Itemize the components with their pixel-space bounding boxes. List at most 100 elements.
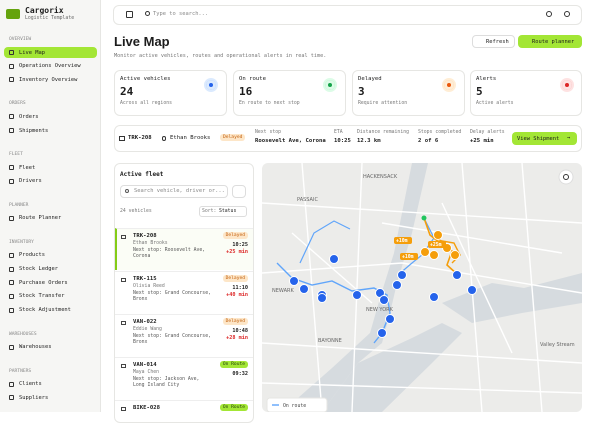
nav-label: Purchase Orders: [19, 279, 68, 286]
vehicle-marker[interactable]: [450, 250, 460, 260]
nav-label: Route Planner: [19, 215, 62, 222]
search-icon: [125, 189, 129, 193]
vehicle-marker[interactable]: [433, 230, 443, 240]
stop-marker: [421, 215, 427, 221]
legend: [266, 397, 328, 412]
nav-label: Fleet: [19, 164, 36, 171]
vehicle-marker[interactable]: [317, 293, 327, 303]
stat-note: Active alerts: [476, 101, 514, 106]
vehicle-marker[interactable]: [392, 280, 402, 290]
stat-card: [114, 70, 227, 116]
nav-label: Products: [19, 252, 45, 259]
toggle-icon[interactable]: [126, 11, 133, 18]
nav-icon: [9, 63, 14, 69]
truck-icon: [121, 321, 126, 325]
icon[interactable]: [564, 11, 570, 17]
nav-item[interactable]: [4, 47, 97, 58]
nav-label: Clients: [19, 381, 42, 388]
search-box: [120, 185, 228, 198]
nav-item[interactable]: [4, 250, 97, 261]
logo-icon: [6, 9, 20, 19]
button[interactable]: [518, 35, 582, 48]
nav-label: Stock Ledger: [19, 266, 58, 272]
stat-label: Alerts: [476, 76, 497, 82]
stat-icon: [442, 78, 456, 92]
fleet-row[interactable]: [115, 314, 253, 356]
eta: 09:32: [232, 371, 248, 377]
map[interactable]: HACKENSACK PASSAIC NEWARK NEW YORK BAYONNE Va…: [262, 163, 582, 412]
button[interactable]: [512, 132, 577, 145]
vehicle-marker[interactable]: [452, 270, 462, 280]
place-label: HACKENSACK: [363, 174, 398, 180]
nav-icon: [9, 293, 14, 299]
search-icon: [145, 11, 150, 16]
nav-item[interactable]: [4, 176, 97, 187]
vehicle-marker[interactable]: [429, 292, 439, 302]
vehicle-id: TRK-208: [128, 135, 152, 141]
control[interactable]: [558, 169, 574, 185]
route: [276, 262, 391, 344]
vehicle-marker[interactable]: [352, 290, 362, 300]
field-value: 2 of 6: [418, 138, 439, 144]
fleet-row[interactable]: [115, 271, 253, 313]
vehicle-marker[interactable]: [289, 276, 299, 286]
nav-label: Orders: [19, 113, 39, 120]
vehicle-marker[interactable]: [377, 328, 387, 338]
search-input[interactable]: Type to search...: [153, 11, 209, 17]
nav-icon: [9, 114, 14, 120]
stat-label: On route: [239, 76, 266, 82]
truck-icon: [121, 407, 126, 411]
nav-item[interactable]: [4, 125, 97, 136]
place-label: PASSAIC: [297, 197, 318, 203]
road: [262, 342, 582, 364]
status-badge: On Route: [219, 404, 248, 411]
field-label: Distance remaining: [357, 130, 409, 135]
search-input[interactable]: Search vehicle, driver or...: [134, 188, 225, 194]
nav-item[interactable]: [4, 392, 97, 403]
page-subtitle: Monitor active vehicles, routes and oper…: [114, 53, 327, 59]
vehicle-marker[interactable]: [299, 284, 309, 294]
vehicle-marker[interactable]: [467, 285, 477, 295]
delay-tag-bg: [428, 241, 446, 248]
place-label: Valley Stream: [540, 342, 575, 348]
vehicle-marker[interactable]: [397, 270, 407, 280]
fleet-row[interactable]: [115, 357, 253, 399]
button[interactable]: [472, 35, 515, 48]
vehicle-marker[interactable]: [329, 254, 339, 264]
status-badge: Delayed: [222, 275, 248, 282]
water: [282, 163, 428, 412]
filter-button[interactable]: [232, 185, 246, 198]
vehicle-marker[interactable]: [379, 295, 389, 305]
nav-icon: [9, 128, 14, 134]
stat-note: Across all regions: [120, 101, 172, 106]
fleet-row[interactable]: [115, 400, 253, 442]
place-label: BAYONNE: [318, 338, 342, 344]
vehicle-marker[interactable]: [429, 250, 439, 260]
driver: Ethan Brooks: [133, 241, 168, 246]
section-title: ORDERS: [9, 101, 26, 107]
road: [262, 262, 582, 294]
icon[interactable]: [546, 11, 552, 17]
driver: Olivia Reed: [133, 284, 165, 289]
nav-item[interactable]: [4, 379, 97, 390]
arrow-icon: →: [567, 135, 571, 141]
nav-item[interactable]: [4, 162, 97, 173]
nav-icon: [9, 50, 14, 55]
stat-note: En route to next stop: [239, 101, 300, 106]
delay-tag: +25m: [430, 242, 442, 248]
nav-icon: [9, 215, 14, 221]
nav-item[interactable]: [4, 111, 97, 122]
sort-select[interactable]: [199, 206, 247, 217]
driver: Ethan Brooks: [170, 135, 211, 141]
eta: 10:48: [232, 328, 248, 334]
delay: +28 min: [226, 335, 248, 341]
section-title: INVENTORY: [9, 239, 34, 245]
nav-icon: [9, 266, 14, 272]
stat-icon: [204, 78, 218, 92]
field-label: Next stop: [255, 130, 281, 135]
control-icon: [563, 174, 569, 180]
vehicle-marker[interactable]: [385, 314, 395, 324]
nav-label: Suppliers: [19, 394, 49, 401]
vehicle-marker[interactable]: [420, 247, 430, 257]
sort-label: Sort:: [202, 209, 217, 214]
